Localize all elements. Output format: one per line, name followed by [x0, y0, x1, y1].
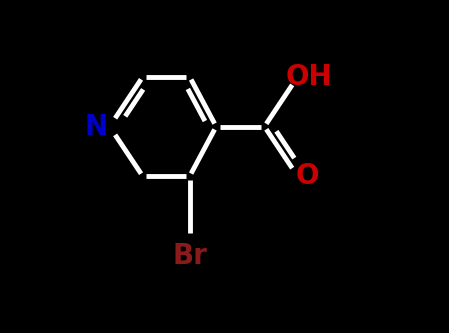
Text: N: N: [85, 113, 108, 141]
Text: OH: OH: [286, 63, 333, 91]
Text: Br: Br: [172, 242, 207, 270]
Text: O: O: [296, 163, 320, 190]
